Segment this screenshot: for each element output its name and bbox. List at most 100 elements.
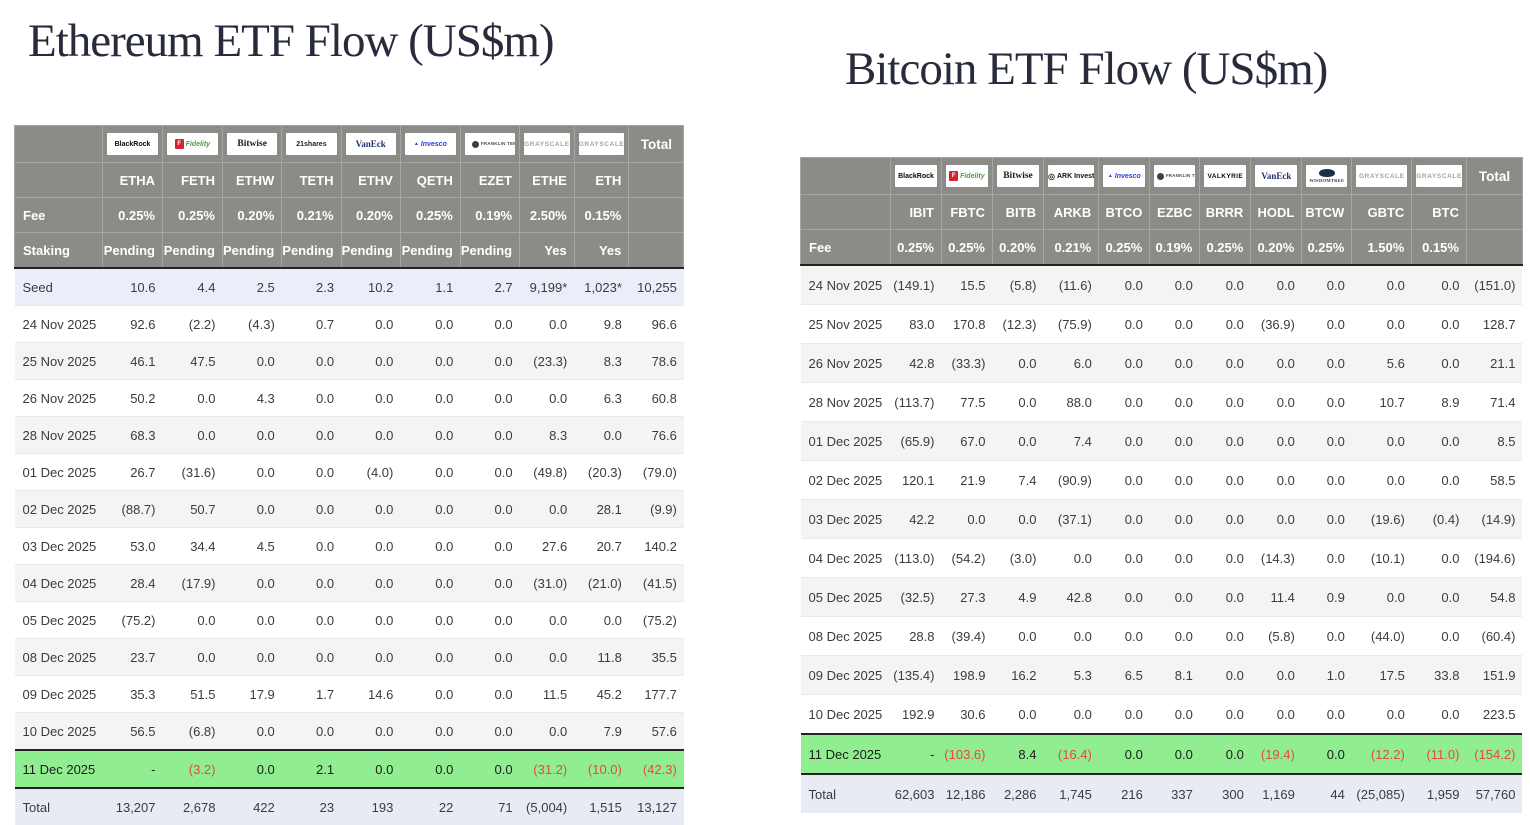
value-cell: 0.0: [992, 421, 1044, 461]
value-cell: 0.0: [281, 712, 342, 751]
value-cell: (4.3): [222, 305, 282, 343]
value-cell: (113.7): [890, 382, 942, 422]
value-cell: 50.7: [162, 490, 223, 528]
value-cell: 0.0: [574, 601, 629, 639]
value-cell: 1.1: [400, 268, 461, 306]
row-label: 28 Nov 2025: [14, 416, 103, 454]
row-label: Seed: [14, 268, 103, 306]
value-cell: 20.7: [574, 527, 629, 565]
fee-cell: 1.50%: [1351, 229, 1413, 266]
value-cell: 9,199*: [519, 268, 575, 306]
value-cell: 0.0: [1098, 382, 1150, 422]
provider-logo-cell: ARK Invest: [1042, 157, 1100, 195]
value-cell: 0.0: [1301, 733, 1352, 775]
value-cell: 0.0: [1301, 421, 1352, 461]
value-cell: 0.0: [1199, 499, 1251, 539]
staking-cell: Pending: [459, 232, 521, 269]
value-cell: 0.0: [519, 601, 575, 639]
value-cell: 6.5: [1098, 655, 1150, 695]
value-cell: 47.5: [162, 342, 223, 380]
value-cell: (135.4): [890, 655, 942, 695]
value-cell: 83.0: [890, 304, 942, 344]
value-cell: 0.0: [941, 499, 993, 539]
value-cell: 0.0: [400, 749, 461, 789]
value-cell: 4.3: [222, 379, 282, 417]
value-cell: (54.2): [941, 538, 993, 578]
value-cell: (2.2): [162, 305, 223, 343]
value-cell: 170.8: [941, 304, 993, 344]
value-cell: 0.0: [460, 342, 520, 380]
franklin-icon: [471, 140, 479, 148]
value-cell: 10,255: [628, 268, 684, 306]
value-cell: 28.1: [574, 490, 629, 528]
value-cell: 0.0: [400, 490, 461, 528]
value-cell: 0.0: [1098, 304, 1150, 344]
value-cell: 0.0: [1411, 694, 1467, 735]
row-label: 26 Nov 2025: [14, 379, 103, 417]
value-cell: 0.0: [460, 416, 520, 454]
value-cell: 8.4: [992, 733, 1044, 775]
value-cell: 45.2: [574, 675, 629, 713]
ticker-cell: BTCO: [1098, 194, 1151, 230]
fee-cell: 0.21%: [281, 197, 342, 233]
value-cell: 192.9: [890, 694, 942, 735]
table-row: 03 Dec 2025 53.0 34.4 4.5 0.0 0.0 0.0 0.0 27.6 20…: [14, 527, 684, 565]
table-row: BlackRock Fidelity Bitwise ARK Invest Invesc…: [800, 157, 1523, 195]
value-cell: (113.0): [890, 538, 942, 578]
value-cell: 8.3: [574, 342, 629, 380]
fee-cell: 0.20%: [340, 197, 401, 233]
value-cell: 51.5: [162, 675, 223, 713]
value-cell: (79.0): [628, 453, 684, 491]
row-label: 05 Dec 2025: [800, 577, 891, 617]
value-cell: 0.0: [281, 527, 342, 565]
value-cell: 0.0: [222, 638, 282, 676]
row-label: 04 Dec 2025: [14, 564, 103, 602]
value-cell: (16.4): [1043, 733, 1099, 775]
value-cell: 0.0: [1199, 733, 1251, 775]
value-cell: 151.9: [1466, 655, 1523, 695]
value-cell: 0.0: [460, 601, 520, 639]
table-row: 02 Dec 2025 120.1 21.9 7.4 (90.9) 0.0 0.0 0.0 0.…: [800, 460, 1523, 500]
fee-total-spacer: [628, 197, 685, 233]
value-cell: 42.8: [1043, 577, 1099, 617]
table-row: 11 Dec 2025- (3.2) 0.0 2.1 0.0 0.0 0.0 (31.2) (1…: [14, 749, 684, 789]
value-cell: 0.0: [460, 527, 520, 565]
value-cell: 0.0: [222, 490, 282, 528]
row-label: 28 Nov 2025: [800, 382, 891, 422]
row-label: 04 Dec 2025: [800, 538, 891, 578]
value-cell: 0.0: [1301, 460, 1352, 500]
staking-cell: Yes: [573, 232, 630, 269]
value-cell: 0.0: [460, 453, 520, 491]
table-row: 09 Dec 2025 35.3 51.5 17.9 1.7 14.6 0.0 0.0 11.5…: [14, 675, 684, 713]
value-cell: 0.0: [400, 638, 461, 676]
s21-logo: 21shares: [286, 133, 337, 155]
value-cell: (88.7): [102, 490, 163, 528]
value-cell: 0.0: [1301, 265, 1352, 305]
value-cell: 5.3: [1043, 655, 1099, 695]
value-cell: (33.3): [941, 343, 993, 383]
blackrock-logo: BlackRock: [107, 133, 158, 155]
value-cell: 0.0: [1199, 694, 1251, 735]
fee-cell: 0.15%: [1411, 229, 1467, 266]
provider-logo-cell: VanEck: [340, 125, 401, 163]
ticker-total-spacer: [628, 162, 685, 198]
page-title-bitcoin: Bitcoin ETF Flow (US$m): [845, 43, 1328, 95]
value-cell: 0.0: [281, 379, 342, 417]
value-cell: (65.9): [890, 421, 942, 461]
value-cell: 0.0: [400, 416, 461, 454]
row-label: 02 Dec 2025: [800, 460, 891, 500]
value-cell: (194.6): [1466, 538, 1523, 578]
value-cell: 0.0: [281, 490, 342, 528]
invesco-logo: Invesco: [1103, 165, 1146, 187]
value-cell: 0.0: [222, 453, 282, 491]
value-cell: 0.0: [1199, 655, 1251, 695]
value-cell: 56.5: [102, 712, 163, 751]
row-label: 25 Nov 2025: [14, 342, 103, 380]
value-cell: (4.0): [341, 453, 401, 491]
provider-logo-cell: Franklin Templeton: [459, 125, 521, 163]
value-cell: 0.0: [992, 382, 1044, 422]
blackrock-logo: BlackRock: [895, 165, 937, 187]
value-cell: 0.0: [460, 564, 520, 602]
table-row: Staking Pending Pending Pending Pending Pendi…: [14, 232, 685, 269]
table-row: 04 Dec 2025 (113.0) (54.2) (3.0) 0.0 0.0 0.0 0.…: [800, 538, 1523, 578]
